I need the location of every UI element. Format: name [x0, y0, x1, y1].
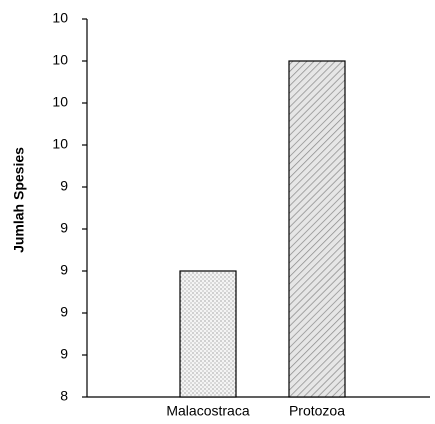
y-tick-label: 10 — [52, 94, 68, 110]
y-tick-label: 10 — [52, 52, 68, 68]
x-tick-label: Malacostraca — [166, 403, 249, 419]
bar — [179, 270, 237, 398]
y-tick-label: 8 — [60, 388, 68, 404]
y-tick-label: 9 — [60, 220, 68, 236]
bar — [288, 60, 346, 398]
y-tick-label: 9 — [60, 304, 68, 320]
y-tick-label: 10 — [52, 136, 68, 152]
x-tick-label: Protozoa — [289, 403, 345, 419]
y-tick-label: 9 — [60, 262, 68, 278]
y-tick-label: 9 — [60, 178, 68, 194]
y-tick-label: 10 — [52, 10, 68, 26]
y-tick-label: 9 — [60, 346, 68, 362]
y-axis-label: Jumlah Spesies — [11, 147, 27, 253]
